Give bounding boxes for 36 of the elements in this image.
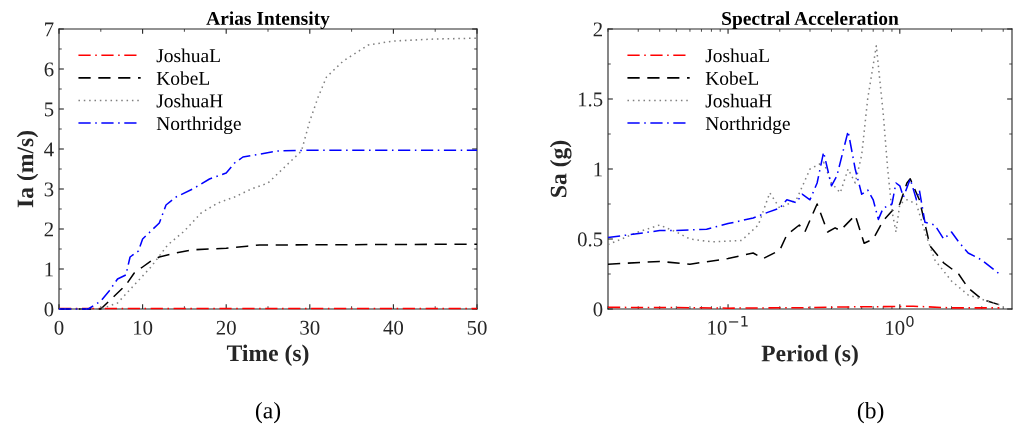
x-tick-label: 10$^{−1}$ — [708, 315, 748, 335]
x-tick-label: 50 — [467, 320, 487, 335]
legend-label: KobeL — [705, 71, 759, 85]
legend-label: JoshuaL — [156, 48, 220, 63]
chart-title: Arias Intensity — [206, 11, 330, 29]
x-tick-label: 20 — [216, 320, 236, 335]
x-axis-title: Period (s) — [761, 344, 858, 367]
y-tick-label: 1 — [594, 162, 602, 177]
text: (a) — [255, 401, 281, 424]
y-tick-label: 3 — [44, 182, 54, 197]
y-tick-label: 2 — [44, 222, 53, 237]
y-tick-label: 1 — [45, 262, 53, 277]
legend-label: JoshuaH — [705, 93, 772, 108]
y-tick-label: 2 — [593, 22, 602, 37]
y-tick-label: 5 — [44, 102, 54, 117]
legend-label: JoshuaL — [705, 48, 769, 63]
legend-label: KobeL — [156, 71, 210, 85]
y-tick-label: 0 — [44, 302, 54, 317]
x-tick-label: 10 — [134, 320, 153, 335]
x-axis-title: Time (s) — [226, 344, 309, 366]
y-tick-label: 6 — [44, 62, 54, 77]
x-tick-label: 40 — [383, 320, 404, 335]
x-tick-label: 30 — [300, 320, 320, 335]
chart-title: Spectral Acceleration — [722, 11, 899, 29]
y-tick-label: 1.5 — [578, 92, 603, 107]
y-tick-label: 7 — [45, 22, 54, 37]
y-tick-label: 0.5 — [577, 232, 603, 247]
legend-label: Northridge — [705, 116, 790, 135]
x-tick-label: 10$^{0}$ — [886, 315, 914, 335]
text: (b) — [857, 401, 884, 424]
y-tick-label: 0 — [593, 302, 603, 317]
legend-label: Northridge — [156, 116, 241, 135]
y-tick-label: 4 — [44, 142, 54, 157]
legend-label: JoshuaH — [156, 93, 223, 108]
y-axis-title: Sa (g) — [549, 140, 572, 197]
y-axis-title: Ia (m/s) — [16, 131, 39, 208]
